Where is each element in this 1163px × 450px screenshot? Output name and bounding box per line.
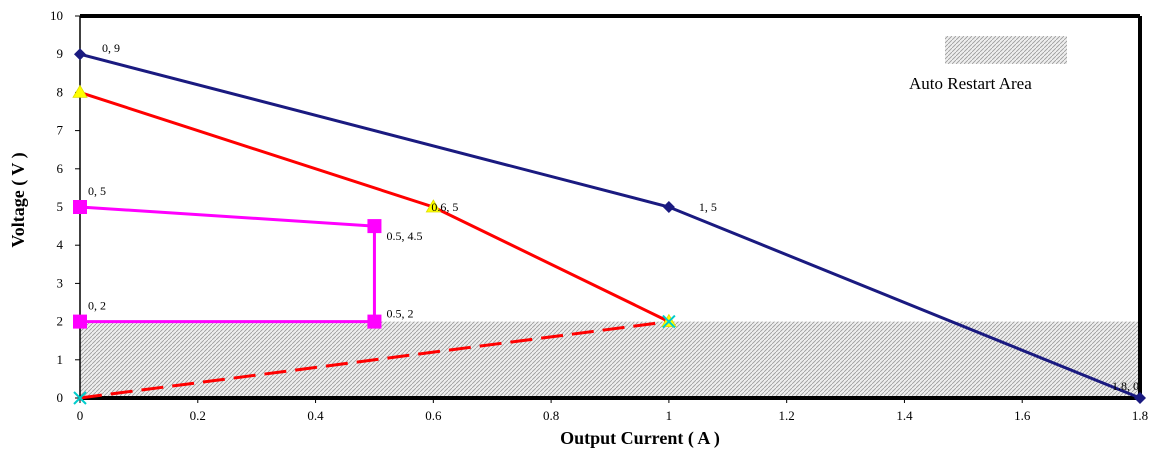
y-tick-label: 7 <box>57 123 64 138</box>
x-tick-label: 0 <box>77 408 84 423</box>
x-tick-label: 1.8 <box>1132 408 1148 423</box>
cross-stroke <box>662 314 676 329</box>
y-tick-label: 2 <box>57 314 64 329</box>
square-marker <box>73 200 87 214</box>
square-marker <box>73 314 87 329</box>
x-tick-label: 1.4 <box>896 408 913 423</box>
square-marker <box>367 219 382 234</box>
x-tick-label: 0.2 <box>190 408 206 423</box>
y-tick-label: 5 <box>57 199 64 214</box>
y-tick-label: 1 <box>57 352 64 367</box>
point-label: 1, 5 <box>699 200 717 214</box>
diamond-marker <box>662 201 675 213</box>
point-label: 1.8, 0 <box>1112 379 1139 393</box>
legend-entry: Auto Restart Area <box>909 74 1032 93</box>
cross-stroke <box>73 391 87 405</box>
cross-marker <box>73 391 87 405</box>
point-label: 0, 9 <box>102 41 120 55</box>
triangle-marker <box>72 84 88 98</box>
x-tick-label: 1.6 <box>1014 408 1031 423</box>
cross-marker <box>662 314 676 329</box>
y-tick-label: 3 <box>57 275 64 290</box>
series-line-2 <box>79 320 670 400</box>
y-tick-label: 10 <box>50 8 63 23</box>
x-tick-label: 0.6 <box>425 408 442 423</box>
point-label: 0.5, 2 <box>386 307 413 321</box>
triangle-marker <box>425 199 442 213</box>
y-tick-label: 4 <box>57 237 64 252</box>
x-tick-label: 0.4 <box>307 408 324 423</box>
point-label: 0, 2 <box>88 299 106 313</box>
point-label: 0, 5 <box>88 184 106 198</box>
point-label: 0.6, 5 <box>431 200 458 214</box>
x-tick-label: 0.8 <box>543 408 559 423</box>
y-tick-label: 8 <box>57 84 64 99</box>
diamond-marker <box>1134 392 1146 404</box>
x-axis-title: Output Current ( A ) <box>560 428 720 449</box>
y-tick-label: 9 <box>57 46 64 61</box>
diamond-marker <box>74 48 86 61</box>
x-tick-label: 1 <box>666 408 673 423</box>
point-label: 0.5, 4.5 <box>386 229 422 243</box>
legend-swatch <box>945 36 1067 64</box>
y-tick-label: 0 <box>57 390 64 405</box>
series-line-3 <box>79 205 376 324</box>
y-axis-title: Voltage ( V ) <box>8 152 29 247</box>
x-tick-label: 1.2 <box>779 408 795 423</box>
y-tick-label: 6 <box>57 161 64 176</box>
auto-restart-region <box>80 321 1140 398</box>
square-marker <box>367 314 382 329</box>
